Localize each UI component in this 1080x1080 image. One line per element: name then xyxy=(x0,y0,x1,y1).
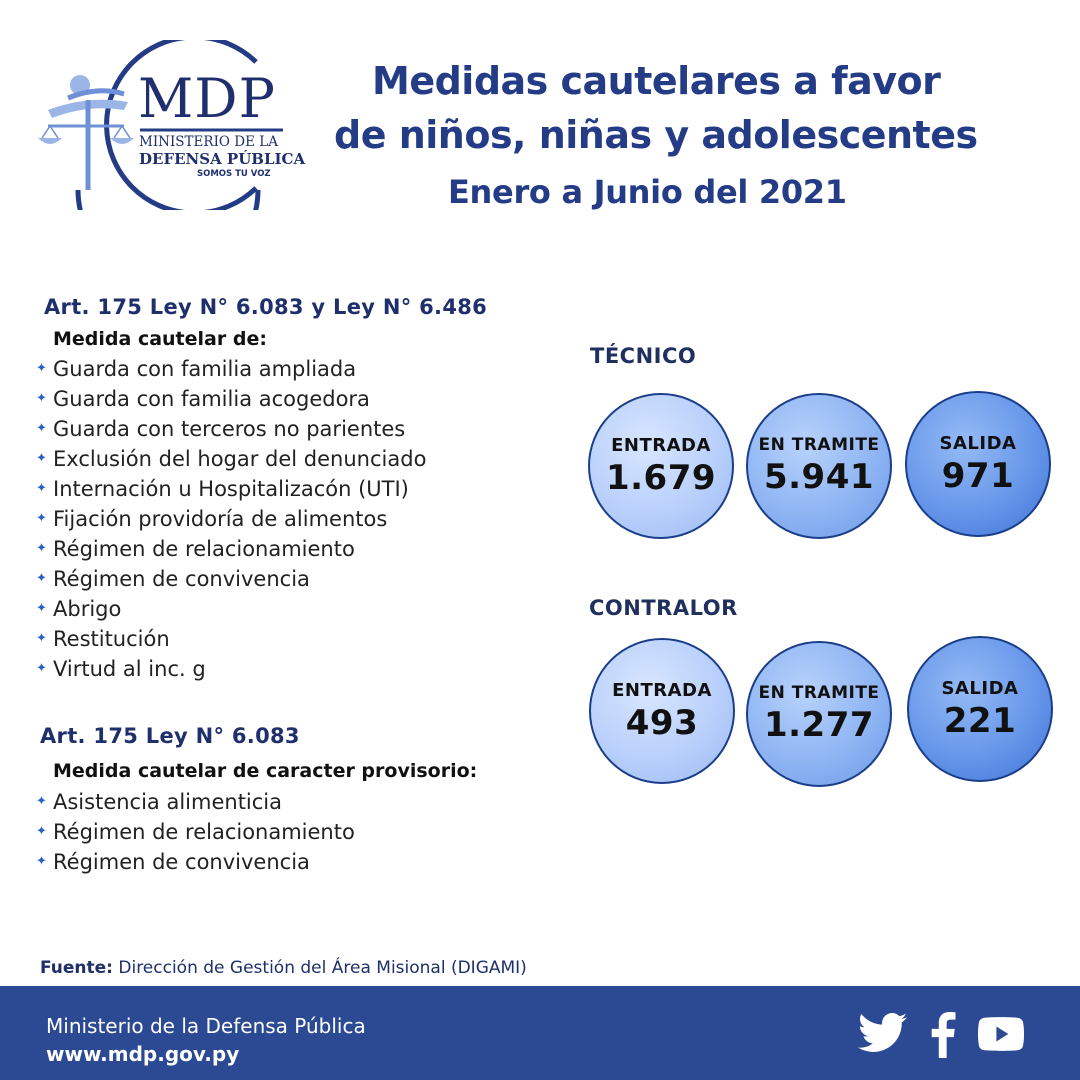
stat-value: 221 xyxy=(943,700,1017,741)
list-item: ✦ Restitución xyxy=(36,624,426,654)
list-item: ✦ Guarda con familia acogedora xyxy=(36,384,426,414)
list-item-text: Restitución xyxy=(53,627,170,651)
stat-label: SALIDA xyxy=(939,432,1017,454)
bullet-star-icon: ✦ xyxy=(36,451,47,466)
tecnico-entrada-circle: ENTRADA 1.679 xyxy=(588,393,734,539)
list-item-text: Régimen de relacionamiento xyxy=(53,537,355,561)
section2-subheading: Medida cautelar de caracter provisorio: xyxy=(53,760,478,782)
list-item-text: Exclusión del hogar del denunciado xyxy=(53,447,427,471)
list-item-text: Abrigo xyxy=(53,597,122,621)
list-item: ✦ Exclusión del hogar del denunciado xyxy=(36,444,426,474)
list-item-text: Internación u Hospitalizacón (UTI) xyxy=(53,477,409,501)
source-note: Fuente: Dirección de Gestión del Área Mi… xyxy=(40,958,527,978)
list-item-text: Guarda con terceros no parientes xyxy=(53,417,406,441)
footer-url[interactable]: www.mdp.gov.py xyxy=(46,1042,240,1066)
bullet-star-icon: ✦ xyxy=(36,511,47,526)
list-item: ✦ Guarda con familia ampliada xyxy=(36,354,426,384)
bullet-star-icon: ✦ xyxy=(36,391,47,406)
bullet-star-icon: ✦ xyxy=(36,421,47,436)
stat-label: EN TRAMITE xyxy=(758,435,880,455)
bullet-star-icon: ✦ xyxy=(36,631,47,646)
twitter-icon[interactable] xyxy=(858,1012,908,1056)
stat-value: 493 xyxy=(625,702,699,743)
source-label: Fuente: xyxy=(40,958,113,978)
contralor-entrada-circle: ENTRADA 493 xyxy=(589,638,735,784)
list-item: ✦ Fijación providoría de alimentos xyxy=(36,504,426,534)
section1-heading: Art. 175 Ley N° 6.083 y Ley N° 6.486 xyxy=(44,295,488,319)
contralor-title: CONTRALOR xyxy=(589,596,738,620)
list-item-text: Virtud al inc. g xyxy=(53,657,206,681)
logo-line-2: DEFENSA PÚBLICA xyxy=(139,150,306,168)
section1-subheading: Medida cautelar de: xyxy=(53,328,267,350)
contralor-salida-circle: SALIDA 221 xyxy=(907,636,1053,782)
source-text: Dirección de Gestión del Área Misional (… xyxy=(118,958,527,978)
bullet-star-icon: ✦ xyxy=(36,854,47,869)
period-title: Enero a Junio del 2021 xyxy=(448,173,847,211)
list-item: ✦ Abrigo xyxy=(36,594,426,624)
bullet-star-icon: ✦ xyxy=(36,824,47,839)
stat-value: 5.941 xyxy=(763,457,875,497)
list-item: ✦ Internación u Hospitalizacón (UTI) xyxy=(36,474,426,504)
list-item: ✦ Asistencia alimenticia xyxy=(36,787,355,817)
stat-value: 1.679 xyxy=(605,457,717,498)
bullet-star-icon: ✦ xyxy=(36,794,47,809)
title-line-2: de niños, niñas y adolescentes xyxy=(334,113,978,157)
bullet-star-icon: ✦ xyxy=(36,571,47,586)
mdp-logo xyxy=(38,40,283,210)
stat-value: 971 xyxy=(941,455,1015,496)
stat-label: ENTRADA xyxy=(611,434,711,456)
stat-value: 1.277 xyxy=(763,705,875,745)
stat-label: ENTRADA xyxy=(612,679,712,701)
stat-label: SALIDA xyxy=(941,677,1019,699)
list-item-text: Régimen de convivencia xyxy=(53,850,310,874)
bullet-star-icon: ✦ xyxy=(36,481,47,496)
list-item: ✦ Régimen de convivencia xyxy=(36,847,355,877)
list-item-text: Régimen de relacionamiento xyxy=(53,820,355,844)
section1-list: ✦ Guarda con familia ampliada ✦ Guarda con … xyxy=(36,354,426,684)
section2-heading: Art. 175 Ley N° 6.083 xyxy=(40,724,300,748)
list-item-text: Régimen de convivencia xyxy=(53,567,310,591)
bullet-star-icon: ✦ xyxy=(36,361,47,376)
list-item-text: Guarda con familia ampliada xyxy=(53,357,357,381)
list-item: ✦ Guarda con terceros no parientes xyxy=(36,414,426,444)
youtube-icon[interactable] xyxy=(978,1016,1024,1052)
list-item-text: Fijación providoría de alimentos xyxy=(53,507,388,531)
contralor-tramite-circle: EN TRAMITE 1.277 xyxy=(746,641,892,787)
section2-list: ✦ Asistencia alimenticia ✦ Régimen de relac… xyxy=(36,787,355,877)
stat-label: EN TRAMITE xyxy=(758,683,880,703)
list-item-text: Guarda con familia acogedora xyxy=(53,387,370,411)
tecnico-title: TÉCNICO xyxy=(590,344,697,368)
footer-org: Ministerio de la Defensa Pública xyxy=(46,1014,366,1038)
list-item: ✦ Régimen de convivencia xyxy=(36,564,426,594)
tecnico-tramite-circle: EN TRAMITE 5.941 xyxy=(746,393,892,539)
logo-line-1: MINISTERIO DE LA xyxy=(139,134,278,150)
list-item: ✦ Régimen de relacionamiento xyxy=(36,817,355,847)
logo-slogan: SOMOS TU VOZ xyxy=(197,169,271,179)
bullet-star-icon: ✦ xyxy=(36,661,47,676)
list-item: ✦ Virtud al inc. g xyxy=(36,654,426,684)
title-line-1: Medidas cautelares a favor xyxy=(372,59,941,103)
logo-abbreviation: MDP xyxy=(138,67,276,130)
list-item-text: Asistencia alimenticia xyxy=(53,790,283,814)
bullet-star-icon: ✦ xyxy=(36,541,47,556)
tecnico-salida-circle: SALIDA 971 xyxy=(905,391,1051,537)
list-item: ✦ Régimen de relacionamiento xyxy=(36,534,426,564)
facebook-icon[interactable] xyxy=(930,1012,956,1058)
bullet-star-icon: ✦ xyxy=(36,601,47,616)
